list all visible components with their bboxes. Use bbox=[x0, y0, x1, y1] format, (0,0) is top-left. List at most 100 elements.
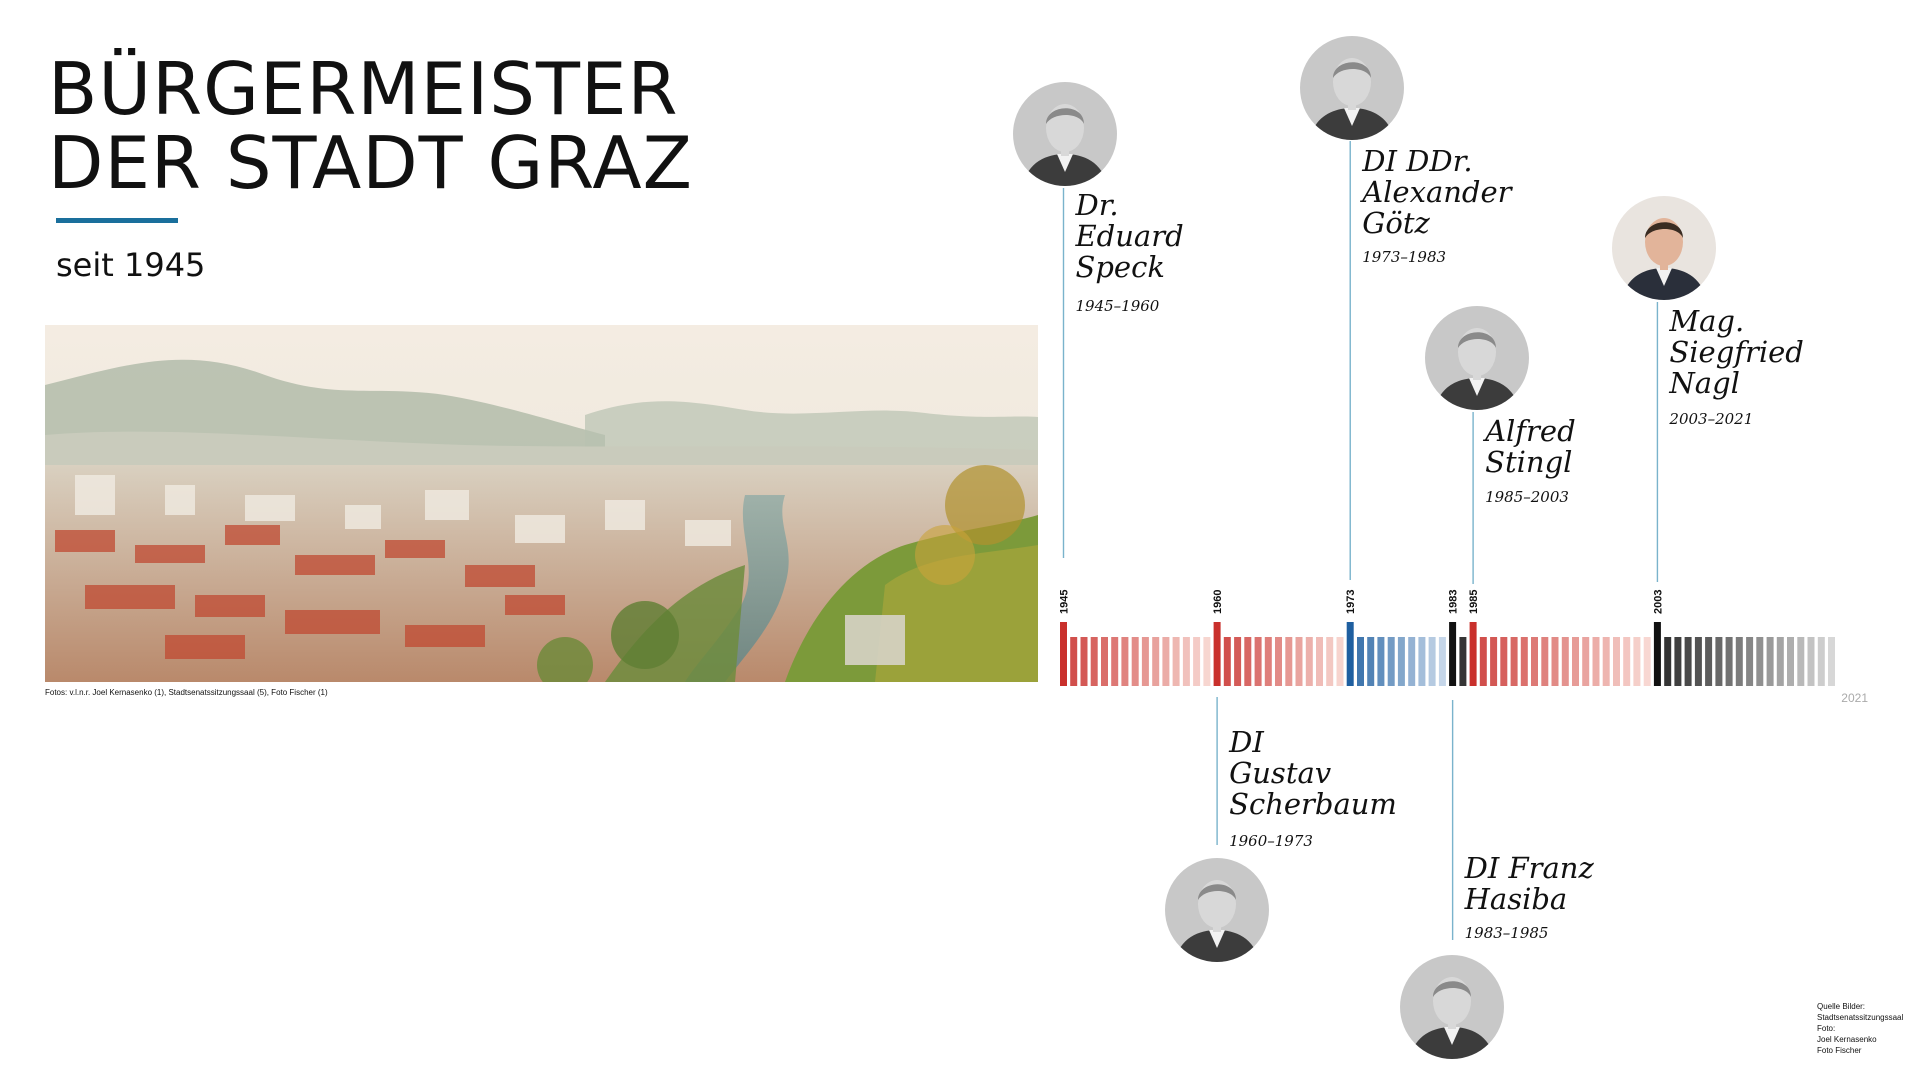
mayor-term: 1985–2003 bbox=[1485, 488, 1569, 506]
mayor-name-line: Speck bbox=[1075, 250, 1165, 284]
year-bar bbox=[1428, 637, 1436, 686]
mayor-name: Alfred Stingl bbox=[1485, 416, 1576, 478]
year-bar bbox=[1141, 637, 1149, 686]
source-line: Foto: bbox=[1817, 1024, 1836, 1033]
year-bar bbox=[1828, 637, 1835, 686]
mayor-term: 1973–1983 bbox=[1362, 248, 1447, 266]
graz-panorama-photo bbox=[45, 325, 1038, 682]
mayor-name-line: Alfred bbox=[1485, 414, 1576, 448]
year-bar bbox=[1500, 637, 1508, 686]
portrait-scherbaum bbox=[1165, 858, 1269, 962]
subtitle: seit 1945 bbox=[56, 246, 206, 284]
mayor-name-line: Alexander bbox=[1362, 175, 1512, 209]
year-bar bbox=[1694, 637, 1702, 686]
year-bar bbox=[1264, 637, 1272, 686]
year-bar bbox=[1746, 637, 1754, 686]
year-bar bbox=[1223, 637, 1231, 686]
year-bar bbox=[1397, 637, 1405, 686]
year-bar bbox=[1520, 637, 1528, 686]
year-label: 1960 bbox=[1212, 590, 1224, 614]
year-bar bbox=[1234, 637, 1242, 686]
year-bar bbox=[1295, 637, 1303, 686]
year-bar bbox=[1613, 637, 1620, 686]
mayor-name-line: Eduard bbox=[1075, 219, 1184, 253]
mayor-term: 1983–1985 bbox=[1464, 924, 1549, 942]
year-bar bbox=[1807, 637, 1815, 686]
source-line: Quelle Bilder: bbox=[1817, 1002, 1866, 1011]
mayor-name-line: Hasiba bbox=[1464, 882, 1568, 916]
year-bar bbox=[1121, 637, 1129, 686]
mayor-name: Dr. Eduard Speck bbox=[1076, 190, 1184, 283]
year-bar bbox=[1316, 637, 1323, 686]
source-line: Foto Fischer bbox=[1817, 1046, 1862, 1055]
portrait-stingl bbox=[1425, 306, 1529, 410]
year-bar bbox=[1244, 637, 1252, 686]
year-bar bbox=[1326, 637, 1334, 686]
year-bar bbox=[1705, 637, 1713, 686]
year-label: 1983 bbox=[1448, 590, 1460, 614]
year-bar bbox=[1111, 637, 1119, 686]
year-bar bbox=[1336, 637, 1344, 686]
year-bar bbox=[1162, 637, 1170, 686]
mayor-name-line: Scherbaum bbox=[1229, 787, 1397, 821]
year-bar bbox=[1756, 637, 1764, 686]
year-bar bbox=[1387, 637, 1395, 686]
title-line-2: DER STADT GRAZ bbox=[48, 121, 693, 205]
year-bar bbox=[1653, 622, 1661, 686]
mayor-name-line: Stingl bbox=[1485, 445, 1573, 479]
year-bar bbox=[1090, 637, 1098, 686]
year-bar bbox=[1305, 637, 1313, 686]
year-bar bbox=[1725, 637, 1733, 686]
year-bar bbox=[1418, 637, 1426, 686]
year-bar bbox=[1080, 637, 1088, 686]
year-bar bbox=[1459, 637, 1467, 686]
portrait-speck bbox=[1013, 82, 1117, 186]
year-bar bbox=[1715, 637, 1723, 686]
portrait-goetz bbox=[1300, 36, 1404, 140]
year-bar bbox=[1469, 622, 1477, 686]
source-line: Joel Kernasenko bbox=[1817, 1035, 1877, 1044]
mayor-name-line: Dr. bbox=[1075, 188, 1119, 222]
year-label: 2003 bbox=[1652, 590, 1664, 614]
year-bar bbox=[1479, 637, 1487, 686]
title-line-1: BÜRGERMEISTER bbox=[48, 47, 679, 131]
year-bar bbox=[1131, 637, 1139, 686]
year-bar bbox=[1602, 637, 1610, 686]
mayor-name: DI Gustav Scherbaum bbox=[1229, 727, 1397, 820]
portrait-nagl bbox=[1612, 196, 1716, 300]
source-line: Stadtsenatssitzungssaal bbox=[1817, 1013, 1904, 1022]
mayor-name: Mag. Siegfried Nagl bbox=[1669, 306, 1803, 399]
year-bar bbox=[1674, 637, 1682, 686]
portrait-hasiba bbox=[1400, 955, 1504, 1059]
year-bar bbox=[1060, 622, 1067, 686]
year-bar bbox=[1203, 637, 1211, 686]
year-bar bbox=[1285, 637, 1293, 686]
mayor-name-line: DI DDr. bbox=[1362, 144, 1473, 178]
image-source-note: Quelle Bilder: Stadtsenatssitzungssaal F… bbox=[1817, 1001, 1903, 1056]
year-bar bbox=[1367, 637, 1375, 686]
year-bar bbox=[1817, 637, 1825, 686]
mayor-name-line: Götz bbox=[1362, 206, 1430, 240]
year-bar bbox=[1193, 637, 1201, 686]
mayor-name-line: Mag. bbox=[1669, 304, 1745, 338]
year-label: 1973 bbox=[1345, 590, 1357, 614]
year-bar bbox=[1531, 637, 1538, 686]
year-bar bbox=[1643, 637, 1651, 686]
year-bar bbox=[1735, 637, 1743, 686]
year-label: 1945 bbox=[1059, 590, 1071, 614]
year-bar bbox=[1254, 637, 1262, 686]
mayor-name-line: Gustav bbox=[1229, 756, 1332, 790]
year-bar bbox=[1797, 637, 1805, 686]
year-bar bbox=[1561, 637, 1569, 686]
year-bar bbox=[1438, 637, 1446, 686]
year-bar bbox=[1182, 637, 1190, 686]
mayor-name: DI DDr. Alexander Götz bbox=[1362, 146, 1511, 239]
year-bar bbox=[1377, 637, 1385, 686]
mayor-name: DI Franz Hasiba bbox=[1465, 853, 1594, 915]
year-bar bbox=[1101, 637, 1108, 686]
mayor-term: 1945–1960 bbox=[1075, 297, 1160, 315]
mayor-term: 2003–2021 bbox=[1669, 410, 1754, 428]
year-label: 1985 bbox=[1468, 590, 1480, 614]
year-bar bbox=[1623, 637, 1631, 686]
